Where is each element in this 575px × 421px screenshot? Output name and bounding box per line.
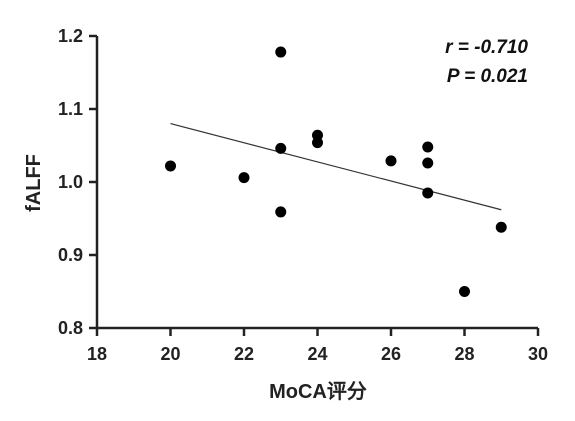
y-tick-label: 1.2 [58,26,83,46]
x-tick-label: 24 [307,344,327,364]
data-point [422,141,434,153]
x-axis-ticks: 18 20 22 24 26 28 30 [87,328,548,364]
data-point [275,142,287,154]
x-axis-title: MoCA评分 [269,380,367,403]
y-tick-label: 1.0 [58,172,83,192]
trendline-group [170,123,502,211]
x-tick-label: 30 [528,344,548,364]
x-tick-label: 18 [87,344,107,364]
annotation-p: P = 0.021 [447,66,528,87]
data-point [422,187,434,199]
data-point [422,157,434,169]
data-point [312,137,323,149]
x-tick-label: 20 [160,344,180,364]
y-tick-label: 1.1 [58,99,83,119]
y-tick-label: 0.9 [58,245,83,265]
y-axis-ticks: 0.8 0.9 1.0 1.1 1.2 [58,26,97,338]
trendline [170,123,502,211]
data-point [275,206,287,218]
data-point [275,46,287,58]
x-tick-label: 26 [381,344,401,364]
data-point [238,172,250,184]
data-point [459,286,470,297]
x-tick-label: 22 [234,344,254,364]
annotation-r: r = -0.710 [445,37,528,58]
data-point [385,155,397,167]
data-point [165,160,176,172]
data-points [165,46,507,297]
x-tick-label: 28 [454,344,474,364]
y-tick-label: 0.8 [58,318,83,338]
data-point [495,221,507,233]
y-axis-title: fALFF [23,154,45,212]
